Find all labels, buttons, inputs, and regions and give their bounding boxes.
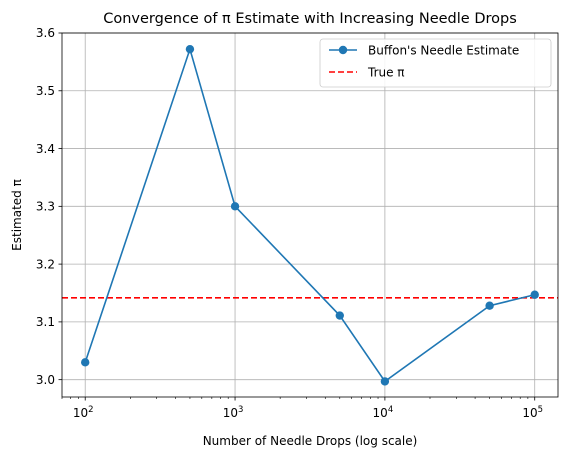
plot-frame	[61, 32, 559, 398]
data-point	[185, 44, 195, 54]
x-tick-label: 105	[522, 405, 543, 420]
y-tick-label: 3.0	[36, 373, 55, 387]
x-tick-base: 10	[522, 406, 537, 420]
y-tick-label: 3.5	[36, 84, 55, 98]
data-point	[81, 358, 90, 367]
x-tick-label: 102	[73, 405, 94, 420]
y-axis-ticks: 3.0 3.1 3.2 3.3 3.4 3.5 3.6	[36, 26, 62, 387]
data-point	[230, 202, 240, 211]
series-lines	[84, 46, 535, 383]
legend-box	[319, 38, 552, 88]
data-point	[485, 301, 494, 310]
legend: Buffon's Needle Estimate True π	[319, 38, 552, 88]
y-tick-label: 3.3	[36, 200, 55, 214]
y-tick-label: 3.2	[36, 257, 55, 271]
y-tick-label: 3.6	[36, 26, 55, 40]
x-tick-exponent: 4	[388, 405, 393, 415]
x-tick-exponent: 3	[238, 405, 243, 415]
x-axis-ticks: 102 103 104 105	[61, 397, 543, 420]
legend-series-label: Buffon's Needle Estimate	[368, 44, 519, 58]
x-tick-label: 104	[373, 405, 394, 420]
x-tick-base: 10	[73, 406, 88, 420]
x-tick-base: 10	[373, 406, 388, 420]
series-line	[84, 46, 535, 383]
y-axis-label: Estimated π	[10, 179, 24, 251]
y-tick-label: 3.1	[36, 315, 55, 329]
x-tick-label: 103	[223, 405, 244, 420]
data-point	[530, 290, 539, 299]
grid	[62, 32, 558, 397]
y-tick-label: 3.4	[36, 142, 55, 156]
x-tick-exponent: 5	[538, 405, 543, 415]
legend-true-pi-label: True π	[367, 66, 405, 80]
x-tick-exponent: 2	[88, 405, 93, 415]
x-axis-label: Number of Needle Drops (log scale)	[203, 434, 418, 448]
data-point	[335, 311, 344, 320]
data-point	[380, 377, 390, 386]
chart-title: Convergence of π Estimate with Increasin…	[103, 11, 517, 27]
data-points	[81, 44, 539, 386]
x-tick-base: 10	[223, 406, 238, 420]
legend-series-marker	[338, 45, 348, 55]
